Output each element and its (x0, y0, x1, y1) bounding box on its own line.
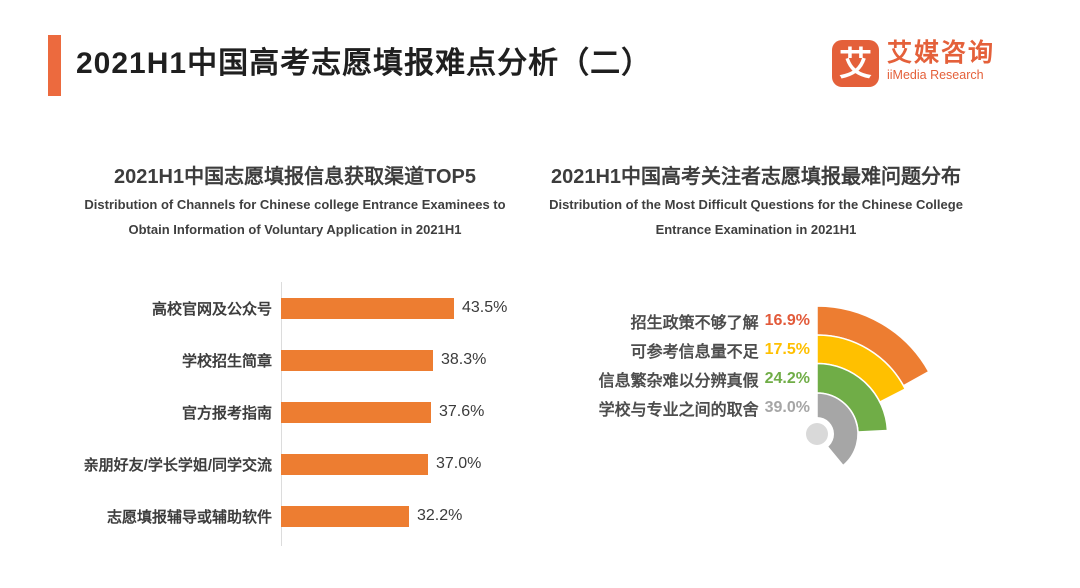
fan-chart (800, 306, 930, 467)
bar-chart-section: 2021H1中国志愿填报信息获取渠道TOP5 Distribution of C… (0, 160, 540, 570)
fan-chart-section: 2021H1中国高考关注者志愿填报最难问题分布 Distribution of … (520, 160, 1080, 570)
brand-name-cn: 艾媒咨询 (887, 39, 996, 67)
iimedia-logo-icon: 艾 (832, 40, 879, 87)
bar-value-label: 37.0% (436, 455, 482, 472)
fan-chart-title: 2021H1中国高考关注者志愿填报最难问题分布 (550, 166, 962, 188)
bar-row: 高校官网及公众号 43.5% (60, 295, 540, 321)
fan-value-label: 39.0% (764, 398, 810, 416)
bar-row: 亲朋好友/学长学姐/同学交流 37.0% (60, 451, 540, 477)
brand-name-en: iiMedia Research (887, 67, 984, 82)
bar (281, 505, 409, 527)
fan-sector (816, 392, 859, 467)
bar (281, 297, 454, 319)
brand-logo: 艾 艾媒咨询 iiMedia Research (832, 39, 996, 87)
fan-category-label: 信息繁杂难以分辨真假 (598, 372, 759, 390)
bar-row: 学校招生简章 38.3% (60, 347, 540, 373)
fan-label-row: 招生政策不够了解 16.9% (520, 306, 810, 335)
bar-value-label: 37.6% (439, 403, 485, 420)
fan-value-label: 24.2% (764, 369, 810, 387)
bar-category-label: 志愿填报辅导或辅助软件 (106, 508, 272, 526)
bar (281, 401, 431, 423)
bar-row: 志愿填报辅导或辅助软件 32.2% (60, 503, 540, 529)
bar-value-label: 38.3% (441, 351, 487, 368)
fan-value-label: 17.5% (764, 340, 810, 358)
bar-category-label: 学校招生简章 (181, 352, 272, 370)
logo-glyph: 艾 (839, 45, 872, 82)
fan-label-row: 可参考信息量不足 17.5% (520, 335, 810, 364)
fan-value-label: 16.9% (764, 311, 810, 329)
title-accent-bar (48, 35, 61, 96)
brand-text: 艾媒咨询 iiMedia Research (887, 39, 996, 83)
bar-chart-title: 2021H1中国志愿填报信息获取渠道TOP5 (114, 166, 476, 188)
fan-hub-icon (806, 423, 828, 445)
bar-category-label: 官方报考指南 (181, 404, 272, 422)
bar-chart-subtitle: Distribution of Channels for Chinese col… (84, 197, 506, 237)
bar-row: 官方报考指南 37.6% (60, 399, 540, 425)
bar (281, 453, 428, 475)
bar-value-label: 32.2% (417, 507, 463, 524)
page-title: 2021H1中国高考志愿填报难点分析（二） (76, 47, 653, 80)
fan-label-row: 信息繁杂难以分辨真假 24.2% (520, 364, 810, 393)
fan-chart-legend: 招生政策不够了解 16.9% 可参考信息量不足 17.5% 信息繁杂难以分辨真假 24.2… (520, 306, 810, 422)
bar-value-label: 43.5% (462, 299, 508, 316)
fan-chart-subtitle: Distribution of the Most Difficult Quest… (549, 197, 963, 237)
bar-category-label: 亲朋好友/学长学姐/同学交流 (83, 456, 272, 474)
bar (281, 349, 433, 371)
bar-category-label: 高校官网及公众号 (151, 300, 272, 318)
fan-category-label: 招生政策不够了解 (630, 314, 759, 332)
fan-label-row: 学校与专业之间的取舍 39.0% (520, 393, 810, 422)
fan-category-label: 学校与专业之间的取舍 (598, 401, 759, 419)
fan-category-label: 可参考信息量不足 (630, 343, 759, 361)
